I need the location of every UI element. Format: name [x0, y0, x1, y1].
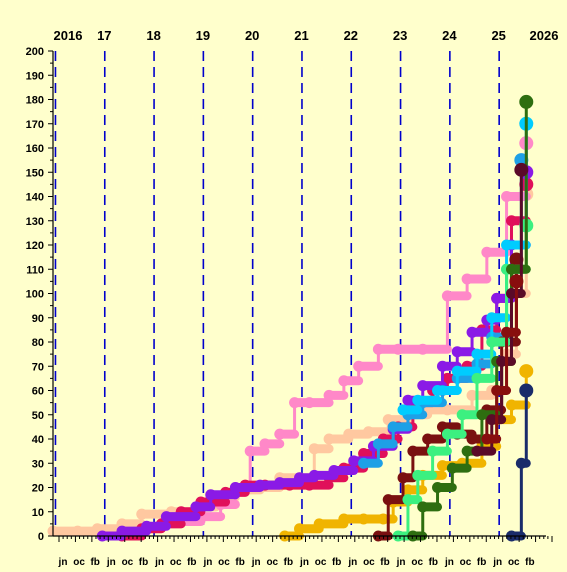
month-label: fb	[477, 557, 486, 568]
month-label: jn	[251, 557, 261, 568]
y-tick-label: 60	[32, 386, 44, 398]
y-tick-label: 140	[26, 192, 44, 204]
month-label: fb	[90, 557, 99, 568]
series-end-point	[519, 383, 534, 398]
y-tick-label: 40	[32, 434, 44, 446]
month-label: jn	[299, 557, 309, 568]
series-end-point	[519, 94, 534, 109]
series-end-point	[514, 162, 529, 177]
series-2	[116, 177, 534, 542]
y-tick-label: 180	[26, 95, 44, 107]
y-tick-label: 10	[32, 507, 44, 519]
y-tick-label: 110	[26, 264, 44, 276]
month-label: oc	[363, 557, 375, 568]
month-label: fb	[139, 557, 148, 568]
month-label: jn	[492, 557, 502, 568]
year-label: 2026	[530, 28, 559, 43]
y-tick-label: 20	[32, 483, 44, 495]
series-layer	[47, 94, 534, 542]
month-label: jn	[396, 557, 406, 568]
y-tick-label: 70	[32, 361, 44, 373]
y-tick-label: 130	[26, 216, 44, 228]
month-label: oc	[218, 557, 230, 568]
month-label: fb	[429, 557, 438, 568]
month-label: oc	[315, 557, 327, 568]
series-end-point	[509, 274, 524, 289]
month-label: jn	[202, 557, 212, 568]
month-label: jn	[58, 557, 68, 568]
year-label: 25	[491, 28, 505, 43]
month-label: jn	[347, 557, 357, 568]
year-label: 21	[294, 28, 308, 43]
month-label: fb	[332, 557, 341, 568]
month-label: jn	[444, 557, 454, 568]
month-label: oc	[170, 557, 182, 568]
axes: 0 10 20 30 40 50 60 70 80 90 100 110 120 130 140 150 160…	[26, 28, 559, 568]
y-tick-label: 170	[26, 119, 44, 131]
y-tick-label: 150	[26, 167, 44, 179]
month-label: oc	[411, 557, 423, 568]
month-label: fb	[380, 557, 389, 568]
y-tick-label: 100	[26, 289, 44, 301]
y-tick-label: 90	[32, 313, 44, 325]
month-label: fb	[525, 557, 534, 568]
month-label: oc	[73, 557, 85, 568]
month-label: fb	[284, 557, 293, 568]
y-tick-label: 160	[26, 143, 44, 155]
year-label: 22	[344, 28, 358, 43]
year-label: 18	[146, 28, 160, 43]
year-label: 24	[442, 28, 457, 43]
month-label: oc	[266, 557, 278, 568]
year-label: 23	[393, 28, 407, 43]
month-label: jn	[106, 557, 116, 568]
month-label: jn	[154, 557, 164, 568]
series-12	[481, 274, 524, 445]
year-label: 19	[196, 28, 210, 43]
y-tick-label: 50	[32, 410, 44, 422]
y-tick-label: 120	[26, 240, 44, 252]
month-label: fb	[187, 557, 196, 568]
month-label: oc	[460, 557, 472, 568]
month-label: oc	[508, 557, 520, 568]
series-end-point	[519, 364, 534, 379]
y-tick-label: 80	[32, 337, 44, 349]
year-label: 2016	[54, 28, 83, 43]
y-tick-label: 190	[26, 70, 44, 82]
year-label: 20	[245, 28, 259, 43]
y-tick-label: 0	[38, 531, 44, 543]
year-label: 17	[97, 28, 111, 43]
month-label: fb	[235, 557, 244, 568]
month-label: oc	[122, 557, 134, 568]
y-tick-label: 30	[32, 458, 44, 470]
y-tick-label: 200	[26, 46, 44, 58]
